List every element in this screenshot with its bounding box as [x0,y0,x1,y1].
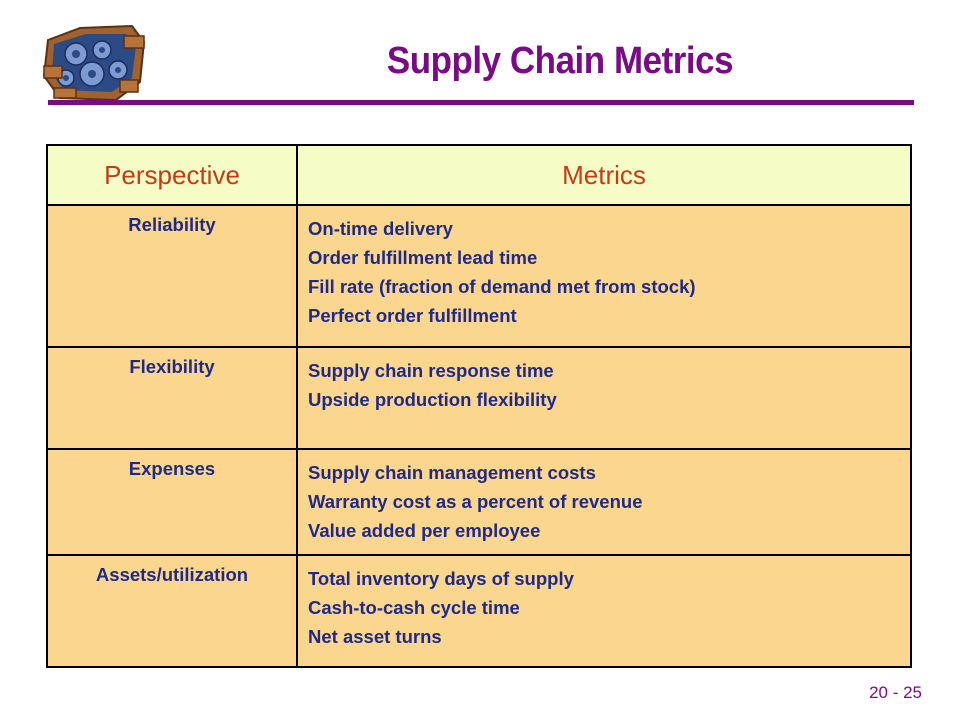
metric-item: Supply chain management costs [308,462,596,483]
page-number: 20 - 25 [869,683,922,702]
metrics-cell: Total inventory days of supply Cash-to-c… [296,554,912,668]
metrics-cell: Supply chain management costs Warranty c… [296,448,912,556]
metric-item: Warranty cost as a percent of revenue [308,491,643,512]
table-row: Flexibility Supply chain response time U… [46,346,912,450]
table-header-row: Perspective Metrics [46,144,912,206]
metric-item: Total inventory days of supply [308,568,574,589]
chapter-logo-icon [42,24,146,102]
metric-item: Value added per employee [308,520,541,541]
table-row: Assets/utilization Total inventory days … [46,554,912,668]
metrics-cell: Supply chain response time Upside produc… [296,346,912,450]
metric-item: Order fulfillment lead time [308,247,538,268]
metrics-cell: On-time delivery Order fulfillment lead … [296,204,912,348]
metric-item: Supply chain response time [308,360,554,381]
perspective-cell: Expenses [46,448,298,556]
header-metrics: Metrics [296,144,912,206]
perspective-cell: Flexibility [46,346,298,450]
metric-item: On-time delivery [308,218,453,239]
perspective-cell: Reliability [46,204,298,348]
table-row: Expenses Supply chain management costs W… [46,448,912,556]
title-divider [48,100,914,105]
metric-item: Fill rate (fraction of demand met from s… [308,276,696,297]
metrics-table: Perspective Metrics Reliability On-time … [46,144,912,668]
header-perspective: Perspective [46,144,298,206]
metric-item: Upside production flexibility [308,389,557,410]
perspective-cell: Assets/utilization [46,554,298,668]
metric-item: Perfect order fulfillment [308,305,517,326]
metric-item: Net asset turns [308,626,442,647]
slide-title: Supply Chain Metrics [386,40,734,82]
table-row: Reliability On-time delivery Order fulfi… [46,204,912,348]
metric-item: Cash-to-cash cycle time [308,597,520,618]
